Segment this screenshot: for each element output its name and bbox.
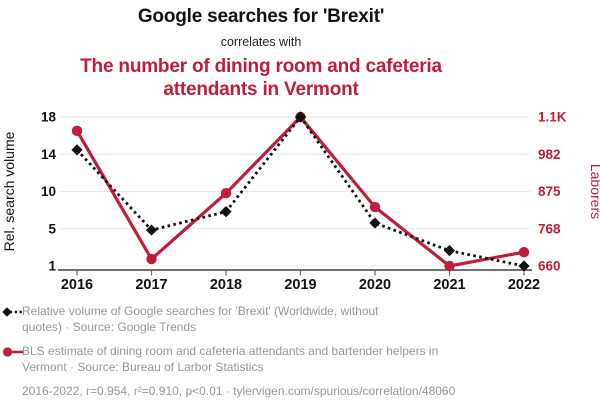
legend-item-label-line: Vermont · Source: Bureau of Larbor Stati…	[22, 359, 264, 374]
laborers-point	[71, 125, 83, 137]
search-volume-point	[294, 111, 307, 123]
search-volume-point	[71, 144, 83, 156]
circle-solid-icon	[2, 346, 24, 363]
secondary-title-line-1: The number of dining room and cafeteria	[80, 56, 442, 77]
right-axis-tick-label: 768	[538, 221, 561, 236]
diamond-dashed-icon	[2, 306, 24, 323]
right-axis-title: Laborers	[588, 164, 600, 219]
left-axis-tick-label: 18	[41, 110, 57, 125]
x-axis-label: 2022	[508, 277, 540, 293]
search-volume-point	[443, 245, 456, 257]
chart-legend: Relative volume of Google searches for '…	[2, 304, 568, 384]
laborers-point	[146, 253, 157, 265]
legend-item-laborers: BLS estimate of dining room and cafeteri…	[2, 344, 500, 375]
x-axis-label: 2019	[284, 277, 316, 293]
search-volume-point	[518, 260, 530, 272]
legend-item-label-line: Relative volume of Google searches for '…	[22, 304, 379, 318]
stats-footer: 2016-2022, r=0.954, r²=0.910, p<0.01 · t…	[22, 384, 456, 398]
left-axis-tick-label: 5	[48, 221, 56, 236]
legend-item-label-line: BLS estimate of dining room and cafeteri…	[22, 344, 439, 358]
x-axis-label: 2017	[135, 277, 167, 293]
left-axis-tick-label: 14	[41, 147, 57, 162]
laborers-point	[369, 201, 381, 213]
search-volume-point	[220, 206, 232, 218]
legend-item-label-line: quotes) · Source: Google Trends	[22, 319, 197, 334]
x-axis-label: 2020	[359, 277, 391, 293]
x-axis-label: 2016	[61, 277, 93, 293]
right-axis-tick-label: 1.1K	[538, 110, 567, 125]
legend-item-search-volume: Relative volume of Google searches for '…	[2, 304, 500, 335]
secondary-title-line-2: attendants in Vermont	[163, 79, 359, 100]
x-axis-label: 2018	[210, 277, 242, 293]
title-block: Google searches for 'Brexit' correlates …	[0, 6, 522, 101]
laborers-point	[518, 246, 530, 258]
laborers-point	[444, 260, 455, 272]
title-connector: correlates with	[220, 35, 302, 49]
page-title: Google searches for 'Brexit'	[137, 6, 385, 27]
chart-svg: 2016 2017 2018 2019 2020 2021 2022 18 1.1K 14 982 1…	[1, 110, 600, 294]
left-axis-tick-label: 1	[48, 259, 56, 274]
laborers-point	[220, 188, 232, 199]
left-axis-tick-label: 10	[41, 184, 56, 199]
search-volume-point	[145, 224, 158, 236]
right-axis-tick-label: 660	[538, 259, 561, 274]
secondary-title: The number of dining room and cafeteria …	[0, 55, 522, 101]
right-axis-tick-label: 875	[538, 184, 561, 199]
chart-area: 2016 2017 2018 2019 2020 2021 2022 18 1.1K 14 982 1…	[0, 100, 600, 300]
search-volume-point	[369, 217, 381, 229]
x-axis-label: 2021	[433, 277, 465, 293]
right-axis-tick-label: 982	[538, 147, 561, 162]
left-axis-title: Rel. search volume	[1, 131, 17, 251]
